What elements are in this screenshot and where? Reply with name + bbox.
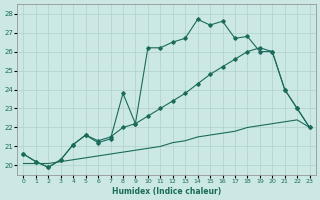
X-axis label: Humidex (Indice chaleur): Humidex (Indice chaleur) <box>112 187 221 196</box>
